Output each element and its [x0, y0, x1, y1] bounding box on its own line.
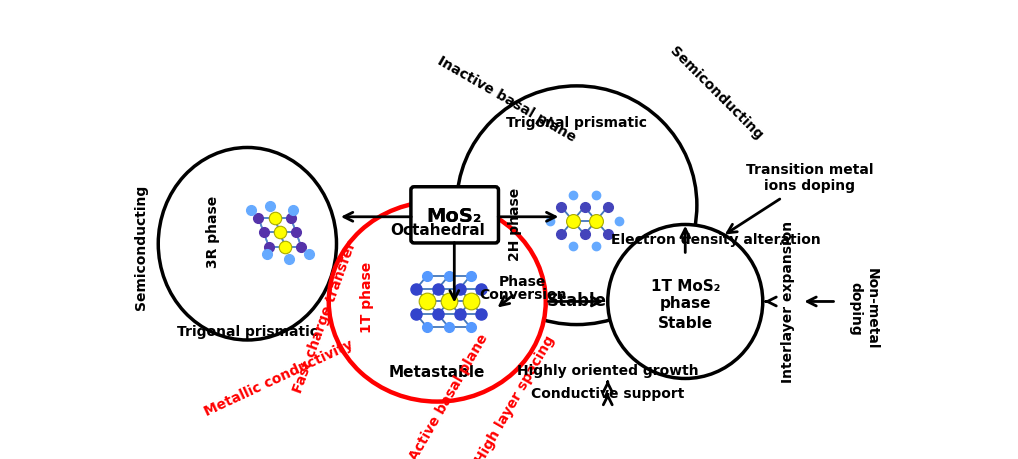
Text: Highly oriented growth: Highly oriented growth	[517, 364, 698, 378]
Text: phase: phase	[660, 296, 711, 311]
Ellipse shape	[457, 86, 697, 325]
Ellipse shape	[158, 147, 337, 340]
Ellipse shape	[608, 224, 762, 379]
Text: Metastable: Metastable	[389, 365, 486, 380]
Text: Conversion: Conversion	[478, 288, 566, 302]
Text: 1T MoS₂: 1T MoS₂	[651, 279, 720, 294]
Text: 3R phase: 3R phase	[206, 196, 220, 269]
Text: 1T phase: 1T phase	[360, 262, 375, 333]
Text: Active basal plane: Active basal plane	[407, 332, 491, 459]
Text: Non-metal
doping: Non-metal doping	[848, 269, 879, 350]
Text: Electron density alteration: Electron density alteration	[612, 233, 822, 247]
Text: 2H phase: 2H phase	[508, 188, 522, 261]
Text: Stable: Stable	[547, 292, 607, 310]
Text: High layer spacing: High layer spacing	[472, 334, 557, 459]
Text: Octahedral: Octahedral	[390, 223, 485, 238]
Text: Semiconducting: Semiconducting	[134, 185, 149, 310]
Text: Semiconducting: Semiconducting	[667, 45, 766, 143]
Text: Conductive support: Conductive support	[531, 387, 684, 401]
Text: MoS₂: MoS₂	[427, 207, 482, 226]
Text: Phase: Phase	[499, 275, 547, 289]
Text: MoS₂: MoS₂	[427, 207, 482, 226]
Ellipse shape	[329, 202, 546, 402]
Text: Trigonal prismatic: Trigonal prismatic	[506, 116, 647, 130]
Text: Fast charge transfer: Fast charge transfer	[291, 239, 359, 395]
Text: Interlayer expansion: Interlayer expansion	[781, 220, 795, 382]
Text: Inactive basal plane: Inactive basal plane	[436, 54, 578, 145]
Text: Transition metal
ions doping: Transition metal ions doping	[745, 163, 873, 193]
Text: Trigonal prismatic: Trigonal prismatic	[177, 325, 318, 339]
Text: Stable: Stable	[658, 315, 713, 330]
FancyBboxPatch shape	[411, 187, 499, 243]
Text: Metallic conductivity: Metallic conductivity	[202, 338, 355, 419]
